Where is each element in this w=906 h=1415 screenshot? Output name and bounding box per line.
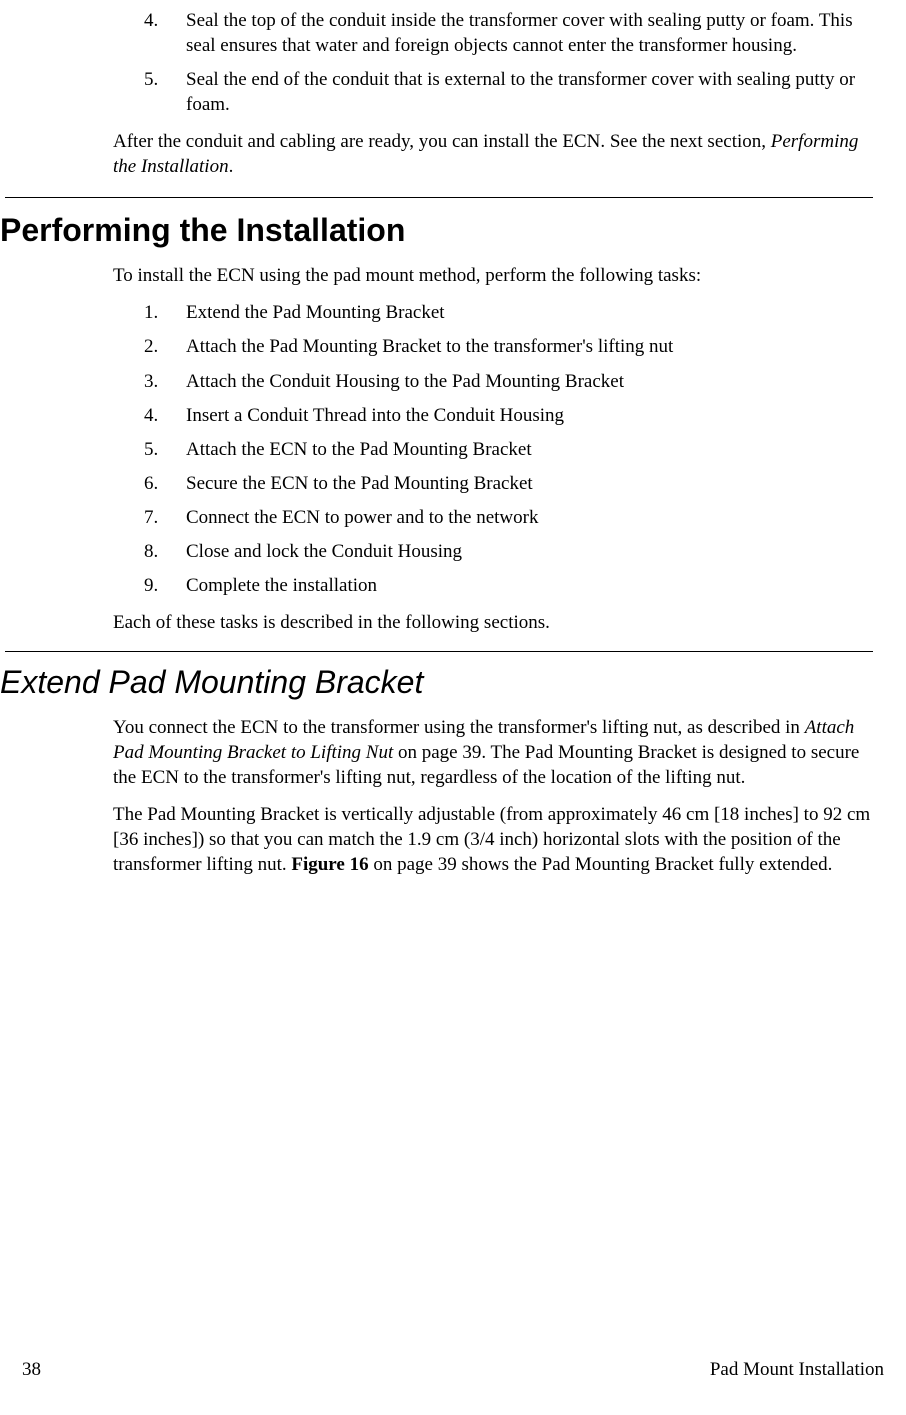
list-item: 6.Secure the ECN to the Pad Mounting Bra… <box>144 471 876 496</box>
content: 4. Seal the top of the conduit inside th… <box>0 0 906 877</box>
list-item: 9.Complete the installation <box>144 573 876 598</box>
list-number: 2. <box>144 334 186 359</box>
list-item: 3.Attach the Conduit Housing to the Pad … <box>144 369 876 394</box>
list-number: 4. <box>144 403 186 428</box>
subsection-heading-extend: Extend Pad Mounting Bracket <box>0 652 906 701</box>
tasks-list: 1.Extend the Pad Mounting Bracket 2.Atta… <box>144 300 906 598</box>
text: on page 39 shows the Pad Mounting Bracke… <box>369 854 833 875</box>
list-item: 4. Seal the top of the conduit inside th… <box>144 8 876 58</box>
list-text: Secure the ECN to the Pad Mounting Brack… <box>186 471 533 496</box>
list-number: 5. <box>144 67 186 117</box>
list-number: 5. <box>144 437 186 462</box>
list-number: 4. <box>144 8 186 58</box>
list-item: 4.Insert a Conduit Thread into the Condu… <box>144 403 876 428</box>
text: You connect the ECN to the transformer u… <box>113 717 805 738</box>
list-text: Attach the Pad Mounting Bracket to the t… <box>186 334 673 359</box>
section1-outro: Each of these tasks is described in the … <box>113 610 906 635</box>
list-number: 9. <box>144 573 186 598</box>
text: After the conduit and cabling are ready,… <box>113 131 771 152</box>
list-text: Close and lock the Conduit Housing <box>186 539 462 564</box>
page: 4. Seal the top of the conduit inside th… <box>0 0 906 1415</box>
section2-p2: The Pad Mounting Bracket is vertically a… <box>113 802 906 877</box>
footer-section-label: Pad Mount Installation <box>710 1359 884 1381</box>
list-text: Seal the top of the conduit inside the t… <box>186 8 876 58</box>
list-item: 2.Attach the Pad Mounting Bracket to the… <box>144 334 876 359</box>
page-number: 38 <box>22 1359 41 1381</box>
section2-p1: You connect the ECN to the transformer u… <box>113 715 906 790</box>
list-item: 5. Seal the end of the conduit that is e… <box>144 67 876 117</box>
top-prep-list: 4. Seal the top of the conduit inside th… <box>144 8 906 117</box>
list-number: 8. <box>144 539 186 564</box>
list-text: Extend the Pad Mounting Bracket <box>186 300 445 325</box>
list-text: Insert a Conduit Thread into the Conduit… <box>186 403 564 428</box>
list-text: Seal the end of the conduit that is exte… <box>186 67 876 117</box>
list-item: 8.Close and lock the Conduit Housing <box>144 539 876 564</box>
list-number: 6. <box>144 471 186 496</box>
figure-ref: Figure 16 <box>291 854 368 875</box>
section1-intro: To install the ECN using the pad mount m… <box>113 263 906 288</box>
list-text: Complete the installation <box>186 573 377 598</box>
list-text: Attach the ECN to the Pad Mounting Brack… <box>186 437 532 462</box>
list-number: 1. <box>144 300 186 325</box>
section-heading-performing: Performing the Installation <box>0 198 906 249</box>
after-list-paragraph: After the conduit and cabling are ready,… <box>113 129 906 179</box>
list-text: Connect the ECN to power and to the netw… <box>186 505 538 530</box>
list-text: Attach the Conduit Housing to the Pad Mo… <box>186 369 624 394</box>
text: . <box>229 156 234 177</box>
page-footer: 38 Pad Mount Installation <box>22 1359 884 1381</box>
list-item: 7.Connect the ECN to power and to the ne… <box>144 505 876 530</box>
list-item: 1.Extend the Pad Mounting Bracket <box>144 300 876 325</box>
list-number: 3. <box>144 369 186 394</box>
list-item: 5.Attach the ECN to the Pad Mounting Bra… <box>144 437 876 462</box>
list-number: 7. <box>144 505 186 530</box>
